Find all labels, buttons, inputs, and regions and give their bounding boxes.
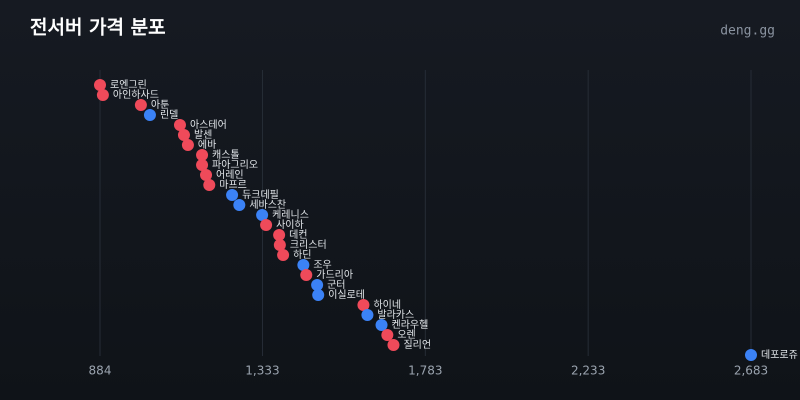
dot-label: 켄라우헬 [392, 319, 429, 331]
dot-label: 발센 [194, 129, 212, 141]
dot-label: 아스테어 [190, 119, 227, 131]
dot [94, 79, 106, 91]
dot [226, 189, 239, 201]
dot-label: 캐스톨 [212, 149, 240, 161]
chart-title: 전서버 가격 분포 [30, 17, 166, 39]
dot [134, 99, 147, 111]
dot [300, 269, 313, 281]
dot [203, 179, 216, 191]
dot-label: 파아그리오 [212, 159, 258, 171]
dot [177, 129, 190, 141]
dot [256, 209, 269, 221]
brand: deng.gg [720, 24, 775, 39]
dot [311, 279, 324, 291]
dot [273, 229, 286, 241]
dot [312, 289, 325, 301]
dot [387, 339, 400, 351]
dot-label: 아툰 [151, 99, 169, 111]
dot-label: 사이하 [276, 218, 304, 231]
dot [196, 159, 209, 171]
dot [260, 219, 273, 231]
dot [357, 299, 370, 311]
dot [173, 119, 186, 131]
dot-label: 오렌 [397, 329, 415, 341]
dot [277, 249, 290, 261]
dot-label: 로엔그린 [110, 79, 147, 91]
dot [273, 239, 286, 251]
dot-label: 질리언 [403, 339, 431, 351]
dot [297, 259, 310, 271]
dot-label: 발라카스 [377, 309, 414, 321]
dot [96, 89, 109, 101]
dot-label: 린델 [160, 109, 178, 121]
x-tick-label: 884 [89, 364, 112, 378]
x-tick-label: 1,783 [408, 364, 442, 378]
dot [361, 309, 374, 321]
x-tick-label: 1,333 [245, 364, 279, 378]
dot-label: 에바 [198, 139, 216, 151]
dot [745, 349, 757, 361]
x-tick-label: 2,233 [571, 364, 605, 378]
dot-label: 가드리아 [316, 269, 353, 281]
dot [233, 199, 246, 211]
dot-label: 이실로테 [328, 289, 365, 301]
dot [181, 139, 194, 151]
dot-label: 어레인 [216, 169, 244, 181]
dot [200, 169, 213, 181]
dot-label: 크리스터 [290, 239, 327, 251]
dot-label: 하이네 [373, 298, 401, 311]
dot-label: 세바스찬 [249, 199, 286, 211]
dot-label: 하딘 [293, 248, 311, 261]
dot-label: 데포로쥬 [761, 349, 798, 361]
dot-label: 케레니스 [272, 209, 309, 221]
dot-label: 듀크데필 [242, 189, 279, 201]
dot-label: 아인하사드 [113, 88, 159, 101]
dot [381, 329, 394, 341]
dot [375, 319, 388, 331]
dot [143, 109, 156, 121]
dot-label: 군터 [327, 279, 345, 291]
dot-label: 데컨 [289, 229, 307, 241]
x-tick-label: 2,683 [734, 364, 768, 378]
dot [196, 149, 209, 161]
dot-label: 마프르 [219, 179, 247, 191]
dot-label: 조우 [313, 259, 331, 271]
